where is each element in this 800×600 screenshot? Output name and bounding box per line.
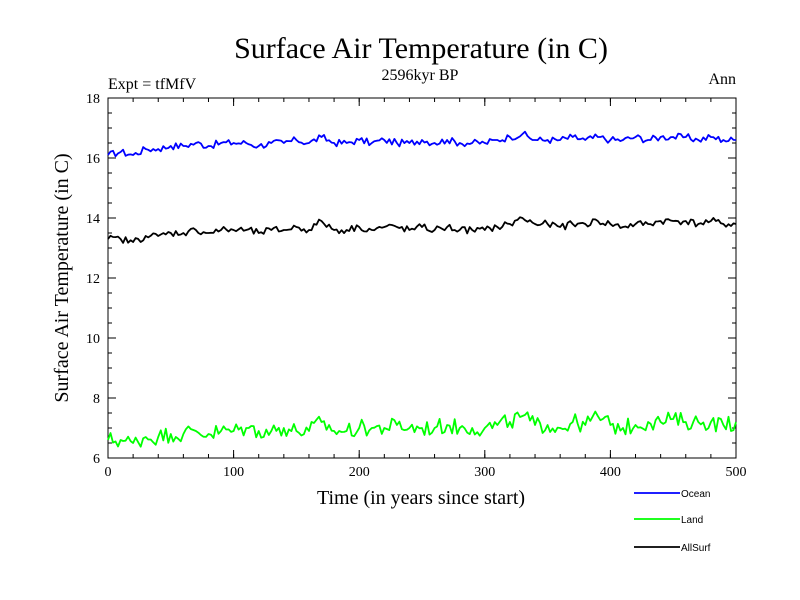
y-tick-label: 6 bbox=[93, 452, 100, 467]
legend: Ocean Land AllSurf bbox=[634, 489, 711, 554]
y-tick-label: 16 bbox=[86, 152, 100, 167]
y-tick-label: 12 bbox=[86, 272, 100, 287]
axes: 0 100 200 300 400 500 6 8 10 12 14 16 18 bbox=[86, 92, 747, 480]
series-layer bbox=[107, 130, 737, 448]
y-tick-label: 14 bbox=[86, 212, 100, 227]
legend-label-allsurf: AllSurf bbox=[681, 543, 711, 554]
y-tick-label: 18 bbox=[86, 92, 100, 107]
series-line-allsurf bbox=[107, 216, 737, 244]
chart-subtitle: 2596kyr BP bbox=[382, 67, 459, 84]
y-tick-label: 8 bbox=[93, 392, 100, 407]
x-tick-label: 100 bbox=[223, 465, 244, 480]
series-line-ocean bbox=[107, 130, 737, 158]
legend-label-ocean: Ocean bbox=[681, 489, 710, 500]
season-label: Ann bbox=[708, 71, 736, 88]
x-tick-label: 300 bbox=[474, 465, 495, 480]
x-tick-label: 500 bbox=[726, 465, 747, 480]
series-line-land bbox=[107, 410, 737, 448]
chart-title: Surface Air Temperature (in C) bbox=[234, 32, 608, 65]
x-tick-label: 400 bbox=[600, 465, 621, 480]
experiment-label: Expt = tfMfV bbox=[108, 76, 197, 93]
plot-frame bbox=[107, 97, 737, 459]
y-tick-label: 10 bbox=[86, 332, 100, 347]
x-axis-label: Time (in years since start) bbox=[317, 487, 525, 509]
legend-label-land: Land bbox=[681, 515, 703, 526]
x-tick-label: 0 bbox=[105, 465, 112, 480]
x-tick-label: 200 bbox=[349, 465, 370, 480]
y-axis-label: Surface Air Temperature (in C) bbox=[51, 153, 73, 402]
